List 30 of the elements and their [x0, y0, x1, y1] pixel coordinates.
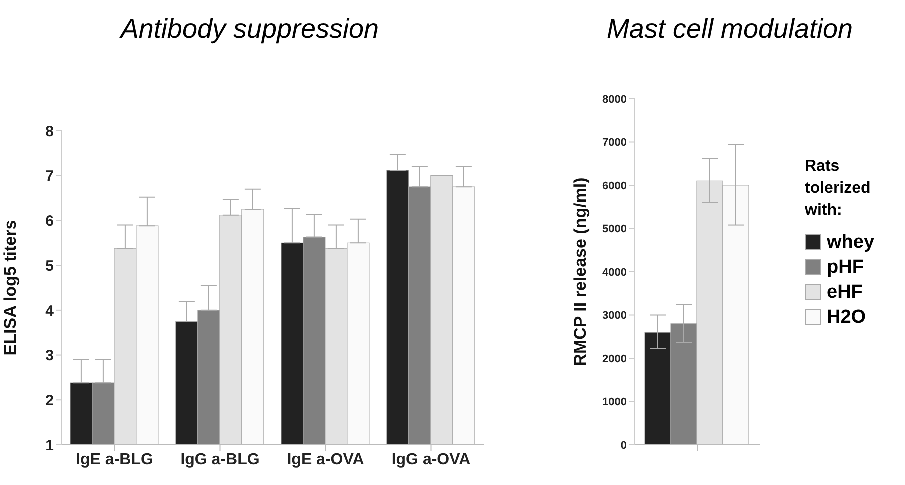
y-tick-label: 1 [46, 437, 54, 454]
legend-label: eHF [826, 280, 864, 304]
y-tick-label: 5000 [602, 224, 627, 236]
y-tick-label: 0 [620, 440, 627, 452]
y-tick-label: 4 [46, 302, 55, 320]
legend-title: Rats tolerized with: [805, 156, 872, 220]
legend-label: pHF [826, 256, 865, 280]
y-tick-label: 4000 [602, 266, 627, 279]
y-tick-label: 3 [46, 348, 54, 365]
chart-title: Mast cell modulation [606, 14, 854, 45]
legend-label: H2O [826, 306, 868, 330]
y-tick-label: 7 [46, 168, 54, 186]
y-tick-label: 8000 [602, 94, 627, 106]
y-axis-title: ELISA log5 titers [1, 220, 20, 356]
y-tick-label: 8 [46, 123, 54, 140]
y-tick-label: 2000 [602, 353, 627, 366]
y-tick-label: 1000 [602, 396, 627, 409]
x-tick-label: IgG a-BLG [180, 451, 260, 468]
x-tick-label: IgE a-BLG [76, 451, 154, 468]
y-axis-title: RMCP II release (ng/ml) [571, 178, 590, 366]
y-tick-label: 6 [46, 213, 54, 230]
x-tick-label: IgE a-OVA [287, 451, 365, 468]
y-tick-label: 3000 [602, 310, 627, 322]
y-tick-label: 6000 [602, 180, 627, 192]
y-tick-label: 2 [46, 392, 54, 410]
x-tick-label: IgG a-OVA [392, 451, 472, 468]
legend-label: whey [826, 230, 876, 254]
y-tick-label: 7000 [602, 137, 627, 150]
y-tick-label: 5 [46, 258, 54, 275]
chart-title: Antibody suppression [118, 14, 380, 45]
